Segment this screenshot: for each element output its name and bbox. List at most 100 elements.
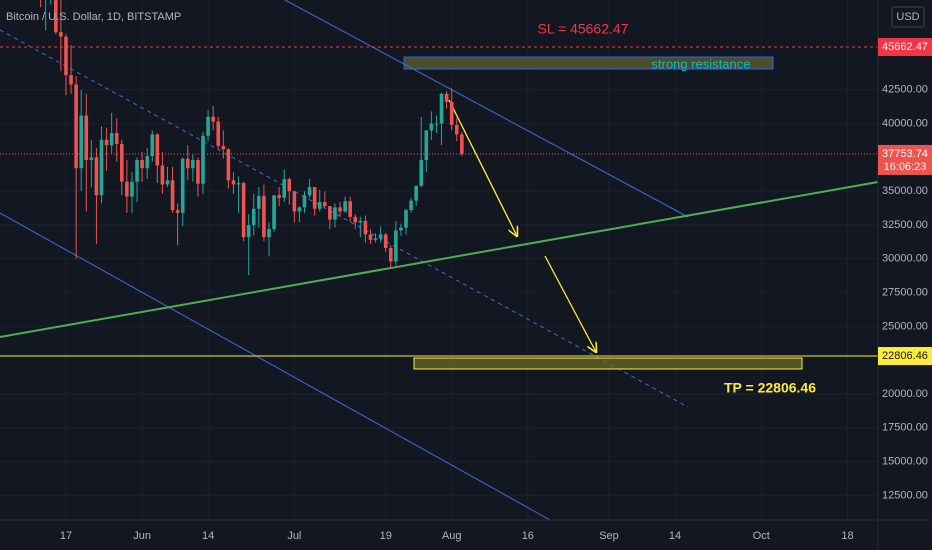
candle-body (444, 93, 449, 102)
candle-body (307, 187, 312, 196)
levels (0, 46, 878, 357)
candle-body (180, 158, 185, 213)
resistance-label: strong resistance (652, 56, 751, 71)
x-tick-label: Oct (753, 530, 770, 542)
candle-body (165, 180, 170, 185)
candle-body (170, 180, 175, 211)
candle-body (388, 247, 393, 262)
current-price-badge (878, 144, 932, 175)
candle-body (54, 0, 58, 33)
tp-annotation: TP = 22806.46 (724, 380, 816, 396)
y-tick-label: 32500.00 (882, 219, 928, 231)
candle-body (383, 234, 388, 248)
candle-body (368, 234, 373, 240)
candle-body (246, 224, 251, 238)
candle-body (257, 195, 261, 209)
candle-body (64, 36, 68, 76)
candle-body (317, 201, 322, 209)
candle-body (338, 207, 342, 212)
candle-body (221, 145, 226, 150)
candle-body (155, 134, 160, 166)
candle-body (277, 195, 281, 198)
candle-body (348, 201, 352, 217)
candle-body (89, 157, 94, 161)
y-tick-label: 42500.00 (882, 84, 928, 96)
candle-body (333, 207, 337, 220)
candle-body (378, 234, 383, 239)
candle-body (216, 121, 221, 146)
y-tick-label: 17500.00 (882, 422, 928, 434)
candle-body (251, 208, 256, 225)
candle-body (114, 133, 119, 144)
candle-body (460, 134, 464, 154)
x-tick-label: Aug (442, 530, 462, 542)
channel-lower (0, 212, 551, 521)
y-tick-label: 27500.00 (882, 286, 928, 298)
arrow (544, 255, 596, 352)
currency-badge[interactable] (891, 6, 925, 28)
candle-body (185, 158, 190, 169)
candle-body (312, 187, 317, 209)
candle-body (59, 32, 63, 37)
candle-body (287, 179, 292, 192)
x-tick-label: 18 (841, 530, 853, 542)
y-tick-label: 40000.00 (882, 117, 928, 129)
x-tick-label: 16 (522, 530, 534, 542)
candle-body (236, 183, 241, 185)
candle-body (104, 139, 109, 146)
candle-body (429, 123, 434, 131)
sl-value: 45662.47 (882, 41, 928, 53)
x-tick-label: 17 (60, 530, 72, 542)
candle-body (191, 160, 195, 169)
y-tick-label: 12500.00 (882, 489, 928, 501)
y-tick-label: 35000.00 (882, 185, 928, 197)
x-tick-label: Jul (287, 530, 301, 542)
candle-body (449, 101, 454, 125)
channel-upper (284, 0, 689, 218)
axes: 12500.00 15000.00 17500.00 20000.00 25000.00… (60, 38, 932, 542)
candle-body (409, 200, 413, 211)
x-tick-label: 14 (202, 530, 214, 542)
candle-body (206, 116, 210, 136)
candle-body (282, 179, 287, 198)
candle-body (399, 227, 403, 231)
candle-body (297, 207, 302, 212)
candle-body (109, 133, 114, 146)
support-line (0, 181, 879, 338)
candle-body (160, 165, 165, 185)
candle-body (414, 185, 418, 201)
candle-body (434, 123, 439, 125)
candle-body (231, 180, 236, 185)
candle-body (302, 195, 307, 208)
candle-body (211, 116, 215, 122)
channel-mid (0, 29, 689, 408)
candle-body (358, 220, 363, 223)
y-tick-label: 15000.00 (882, 455, 928, 467)
current-price: 37753.74 (882, 148, 928, 160)
candle-body (262, 195, 266, 238)
candle-body (323, 201, 327, 207)
candle-body (201, 135, 205, 184)
x-tick-label: 14 (669, 530, 681, 542)
price-axis (878, 0, 932, 550)
candle-body (439, 93, 444, 124)
x-tick-label: Sep (599, 530, 619, 542)
candle-body (292, 191, 297, 212)
candle-body (353, 216, 358, 223)
candle-body (84, 115, 89, 161)
candle-body (226, 149, 231, 181)
candles (0, 0, 878, 276)
candle-body (328, 206, 332, 220)
y-tick-label: 30000.00 (882, 253, 928, 265)
arrow (448, 99, 517, 236)
currency: USD (896, 11, 919, 23)
candle-body (79, 115, 84, 169)
x-tick-label: 19 (380, 530, 392, 542)
candle-body (454, 124, 459, 135)
countdown: 16:06:23 (884, 161, 927, 173)
candle-body (373, 238, 378, 240)
candle-body (363, 220, 368, 235)
candle-body (125, 181, 129, 197)
